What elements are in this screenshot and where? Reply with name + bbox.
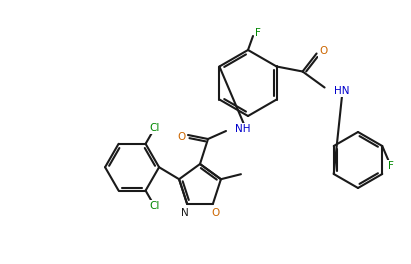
- Text: Cl: Cl: [149, 201, 160, 211]
- Text: O: O: [212, 208, 220, 218]
- Text: N: N: [181, 208, 189, 218]
- Text: Cl: Cl: [149, 123, 160, 133]
- Text: NH: NH: [235, 124, 250, 134]
- Text: F: F: [388, 161, 394, 171]
- Text: O: O: [319, 46, 328, 56]
- Text: O: O: [177, 132, 185, 142]
- Text: F: F: [255, 28, 261, 38]
- Text: HN: HN: [334, 86, 349, 96]
